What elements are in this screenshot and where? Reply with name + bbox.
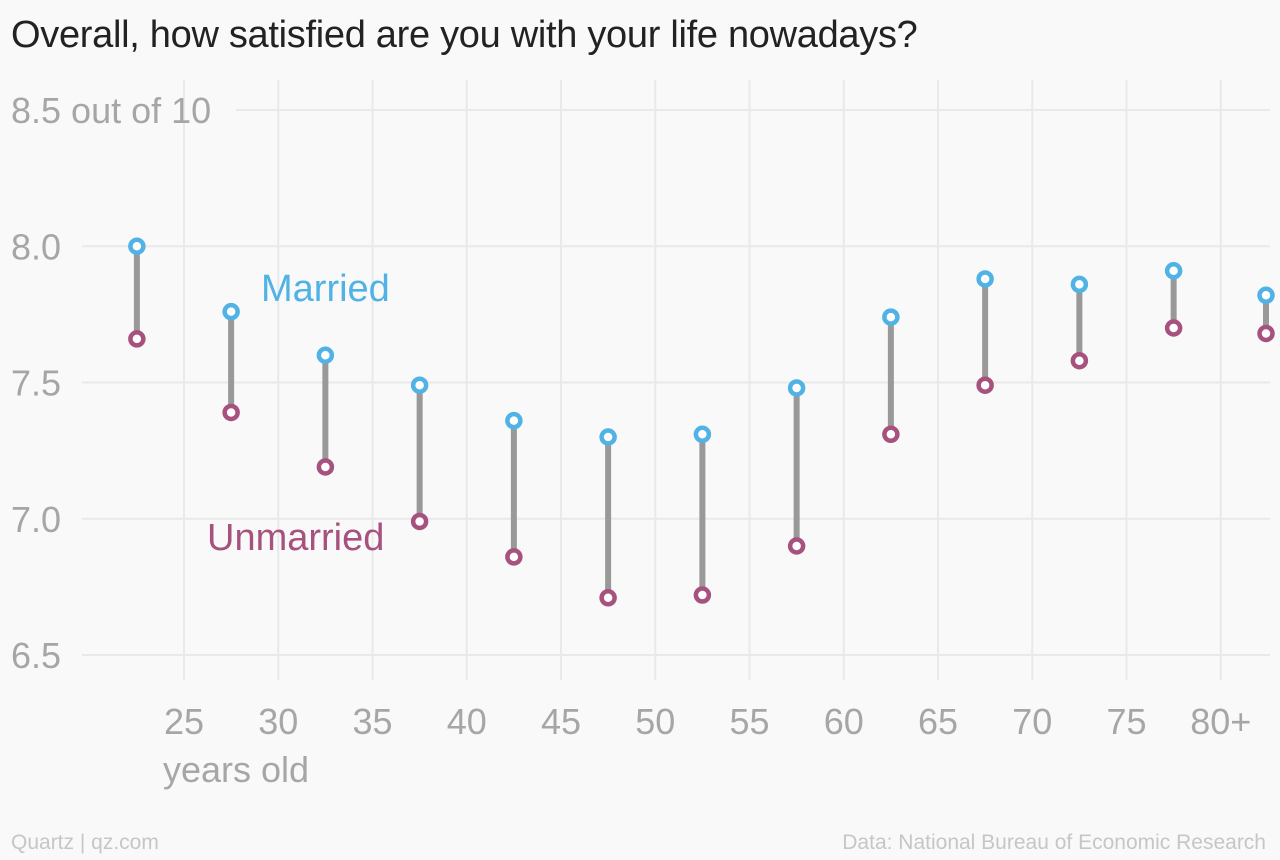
unmarried-annotation: Unmarried: [207, 517, 384, 559]
married-point: [693, 425, 712, 444]
married-point: [128, 237, 146, 255]
x-tick-label: 25: [164, 701, 204, 742]
x-tick-label: 80+: [1190, 701, 1251, 742]
married-point: [976, 270, 994, 288]
unmarried-point: [1164, 319, 1183, 337]
x-tick-label: 75: [1106, 701, 1146, 742]
series-annotations: Married Unmarried: [207, 268, 390, 559]
x-tick-label: 50: [635, 701, 675, 742]
unmarried-point: [693, 586, 712, 604]
unmarried-point: [316, 458, 335, 476]
married-point: [1070, 275, 1089, 294]
x-tick-label: 35: [352, 701, 392, 742]
unmarried-point: [1070, 351, 1089, 370]
unmarried-point: [787, 537, 806, 555]
y-tick-label: 8.5 out of 10: [11, 90, 211, 131]
married-point: [882, 308, 900, 326]
source-credit: Quartz | qz.com: [11, 831, 159, 854]
married-point: [1257, 286, 1275, 305]
y-tick-label: 6.5: [11, 635, 61, 676]
axis-labels: 6.5 7.0 7.5 8.0 8.5 out of 10 25 30 35 40 45 50 55 6…: [11, 90, 1251, 790]
unmarried-point: [976, 376, 994, 394]
married-point: [787, 379, 806, 397]
y-tick-label: 7.5: [11, 363, 61, 404]
unmarried-point: [882, 425, 900, 444]
chart-title: Overall, how satisfied are you with your…: [11, 14, 918, 56]
unmarried-point: [1257, 324, 1275, 343]
data-points: [128, 237, 1275, 607]
unmarried-point: [505, 548, 523, 566]
x-tick-label: 40: [447, 701, 487, 742]
x-axis-label: years old: [163, 749, 309, 790]
x-tick-label: 45: [541, 701, 581, 742]
married-point: [222, 302, 240, 321]
unmarried-point: [222, 403, 240, 422]
unmarried-point: [128, 330, 146, 348]
y-tick-label: 8.0: [11, 226, 61, 267]
married-point: [1164, 262, 1183, 280]
x-tick-label: 70: [1012, 701, 1052, 742]
x-tick-label: 30: [258, 701, 298, 742]
x-tick-label: 65: [918, 701, 958, 742]
married-point: [599, 428, 617, 446]
married-point: [410, 376, 429, 394]
married-annotation: Married: [261, 268, 390, 310]
married-point: [316, 346, 335, 364]
connector-lines: [133, 246, 1269, 598]
x-tick-label: 60: [824, 701, 864, 742]
grid-lines: [82, 80, 1270, 680]
y-tick-label: 7.0: [11, 499, 61, 540]
x-tick-label: 55: [729, 701, 769, 742]
data-credit: Data: National Bureau of Economic Resear…: [842, 831, 1266, 854]
married-point: [505, 411, 523, 430]
unmarried-point: [599, 589, 617, 607]
unmarried-point: [410, 512, 429, 531]
